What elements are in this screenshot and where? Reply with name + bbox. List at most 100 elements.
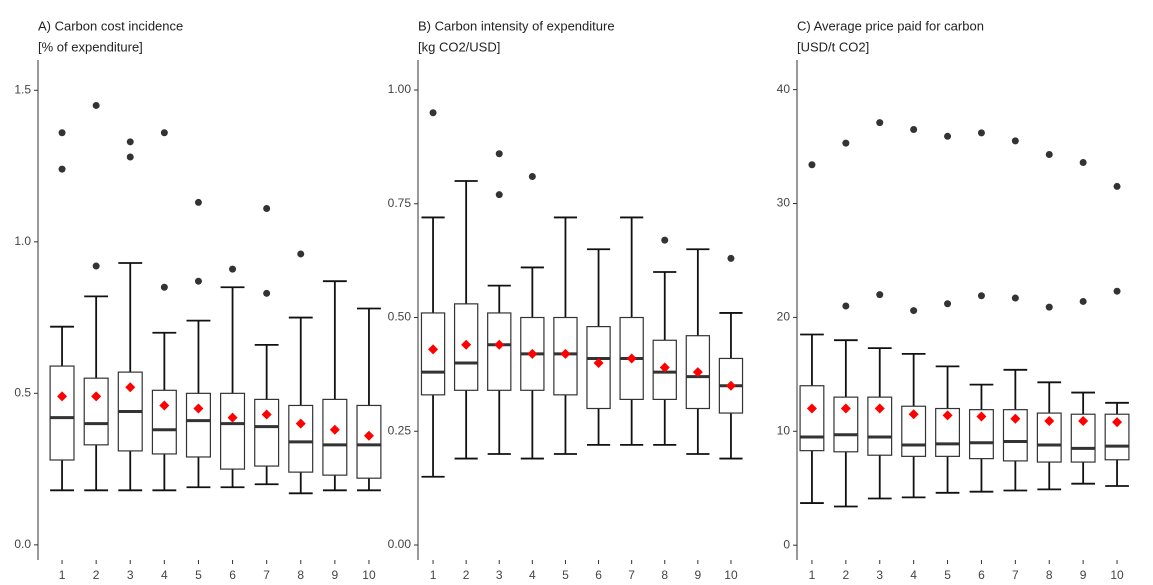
x-tick-label: 5 <box>562 568 569 582</box>
outlier <box>58 129 66 137</box>
outlier <box>944 132 952 140</box>
outlier <box>1045 303 1053 311</box>
mean-marker <box>1010 413 1021 424</box>
y-tick-label: 0.75 <box>388 196 412 210</box>
mean-marker <box>527 348 538 359</box>
y-tick-label: 40 <box>777 82 791 96</box>
panel-subtitle: [% of expenditure] <box>38 39 143 54</box>
box <box>1070 413 1096 463</box>
mean-marker <box>193 403 204 414</box>
x-tick-label: 1 <box>430 568 437 582</box>
box <box>288 404 314 473</box>
mean-marker <box>840 403 851 414</box>
outlier <box>910 125 918 133</box>
y-tick-label: 0 <box>783 537 790 551</box>
x-tick-label: 9 <box>332 568 339 582</box>
x-tick-label: 5 <box>195 568 202 582</box>
outlier <box>1011 294 1019 302</box>
box <box>1002 409 1028 462</box>
y-tick-label: 0.5 <box>14 386 31 400</box>
box <box>49 365 75 461</box>
box <box>867 396 893 456</box>
x-tick-label: 5 <box>944 568 951 582</box>
y-tick-label: 0.50 <box>388 310 412 324</box>
x-tick-label: 10 <box>362 568 376 582</box>
box <box>220 392 246 470</box>
outlier <box>876 291 884 299</box>
outlier <box>1079 159 1087 167</box>
mean-marker <box>659 362 670 373</box>
mean-marker <box>428 344 439 355</box>
x-tick-label: 7 <box>263 568 270 582</box>
y-tick-label: 0.00 <box>388 537 412 551</box>
mean-marker <box>626 353 637 364</box>
outlier <box>1079 297 1087 305</box>
mean-marker <box>494 339 505 350</box>
x-tick-label: 1 <box>809 568 816 582</box>
box <box>254 398 280 467</box>
box <box>322 398 348 476</box>
mean-marker <box>908 409 919 420</box>
outlier <box>1113 287 1121 295</box>
mean-marker <box>261 409 272 420</box>
outlier <box>842 302 850 310</box>
outlier <box>1011 137 1019 145</box>
mean-marker <box>874 403 885 414</box>
mean-marker <box>560 348 571 359</box>
box <box>799 385 825 452</box>
y-tick-label: 20 <box>777 310 791 324</box>
x-tick-label: 9 <box>695 568 702 582</box>
mean-marker <box>1112 417 1123 428</box>
panel-title: B) Carbon intensity of expenditure <box>418 18 615 33</box>
outlier <box>160 129 168 137</box>
x-tick-label: 8 <box>297 568 304 582</box>
x-tick-label: 8 <box>1046 568 1053 582</box>
x-tick-label: 2 <box>463 568 470 582</box>
mean-marker <box>1078 416 1089 427</box>
mean-marker <box>692 367 703 378</box>
box <box>185 392 211 458</box>
y-tick-label: 0.25 <box>388 423 412 437</box>
outlier <box>977 292 985 300</box>
box <box>151 389 177 455</box>
mean-marker <box>227 412 238 423</box>
x-tick-label: 10 <box>1110 568 1124 582</box>
outlier <box>126 153 134 161</box>
mean-marker <box>363 430 374 441</box>
y-tick-label: 10 <box>777 423 791 437</box>
outlier <box>1045 151 1053 159</box>
x-tick-label: 1 <box>59 568 66 582</box>
mean-marker <box>1044 416 1055 427</box>
outlier <box>160 283 168 291</box>
outlier <box>944 300 952 308</box>
x-tick-label: 4 <box>529 568 536 582</box>
outlier <box>297 250 305 258</box>
x-tick-label: 8 <box>661 568 668 582</box>
mean-marker <box>806 403 817 414</box>
outlier <box>977 129 985 137</box>
outlier <box>910 307 918 315</box>
y-tick-label: 1.00 <box>388 82 412 96</box>
outlier <box>1113 182 1121 190</box>
x-tick-label: 10 <box>724 568 738 582</box>
outlier <box>194 198 202 206</box>
mean-marker <box>593 358 604 369</box>
mean-marker <box>725 380 736 391</box>
outlier <box>495 150 503 158</box>
x-tick-label: 4 <box>161 568 168 582</box>
outlier <box>528 172 536 180</box>
outlier <box>429 109 437 117</box>
x-tick-label: 7 <box>1012 568 1019 582</box>
outlier <box>842 139 850 147</box>
outlier <box>263 289 271 297</box>
y-tick-label: 0.0 <box>14 537 31 551</box>
mean-marker <box>125 382 136 393</box>
outlier <box>194 277 202 285</box>
panel-subtitle: [USD/t CO2] <box>797 39 869 54</box>
x-tick-label: 6 <box>978 568 985 582</box>
outlier <box>92 101 100 109</box>
box <box>356 404 382 479</box>
x-tick-label: 6 <box>595 568 602 582</box>
y-tick-label: 30 <box>777 196 791 210</box>
